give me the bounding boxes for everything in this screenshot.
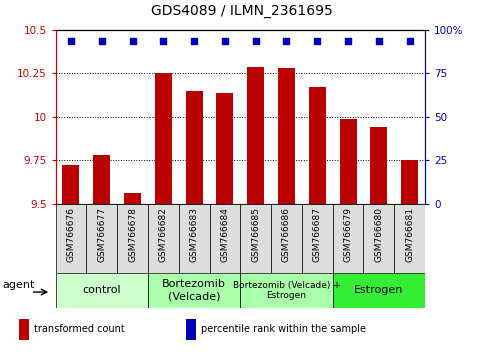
Bar (333, 204, 364, 273)
Text: percentile rank within the sample: percentile rank within the sample (201, 324, 366, 334)
Bar (401, 160, 418, 204)
Bar (148, 204, 179, 273)
Text: GSM766679: GSM766679 (343, 207, 353, 262)
Text: GSM766678: GSM766678 (128, 207, 137, 262)
Bar (247, 67, 264, 204)
Point (313, 39, 321, 44)
Text: GSM766687: GSM766687 (313, 207, 322, 262)
Bar (278, 68, 295, 204)
Bar (56, 273, 148, 308)
Text: GSM766686: GSM766686 (282, 207, 291, 262)
Text: Bortezomib (Velcade) +
Estrogen: Bortezomib (Velcade) + Estrogen (233, 281, 341, 300)
Text: GSM766682: GSM766682 (159, 207, 168, 262)
Bar (340, 119, 356, 204)
Bar (148, 273, 241, 308)
Text: GSM766681: GSM766681 (405, 207, 414, 262)
Bar (271, 204, 302, 273)
Bar (117, 204, 148, 273)
Bar (216, 92, 233, 204)
Bar (210, 204, 240, 273)
Bar (185, 91, 202, 204)
Text: GSM766685: GSM766685 (251, 207, 260, 262)
Bar (309, 87, 326, 204)
Bar (56, 204, 86, 273)
Text: Bortezomib
(Velcade): Bortezomib (Velcade) (162, 279, 226, 301)
Text: GDS4089 / ILMN_2361695: GDS4089 / ILMN_2361695 (151, 4, 332, 18)
Bar (370, 127, 387, 204)
Point (344, 39, 352, 44)
Text: control: control (83, 285, 121, 295)
Bar (86, 204, 117, 273)
Bar (179, 204, 210, 273)
Point (67, 39, 75, 44)
Bar (62, 165, 79, 204)
Point (221, 39, 229, 44)
Bar (364, 204, 394, 273)
Bar (240, 273, 333, 308)
Bar (302, 204, 333, 273)
Bar (186, 319, 196, 340)
Bar (93, 155, 110, 204)
Text: agent: agent (3, 280, 35, 290)
Point (128, 39, 136, 44)
Point (252, 39, 259, 44)
Bar (155, 73, 172, 204)
Bar (240, 204, 271, 273)
Bar (394, 204, 425, 273)
Point (283, 39, 290, 44)
Point (159, 39, 167, 44)
Text: GSM766676: GSM766676 (67, 207, 75, 262)
Text: GSM766677: GSM766677 (97, 207, 106, 262)
Point (190, 39, 198, 44)
Text: GSM766684: GSM766684 (220, 207, 229, 262)
Bar (19, 319, 29, 340)
Text: GSM766680: GSM766680 (374, 207, 384, 262)
Point (406, 39, 413, 44)
Text: transformed count: transformed count (34, 324, 125, 334)
Bar (124, 193, 141, 204)
Text: Estrogen: Estrogen (354, 285, 403, 295)
Point (375, 39, 383, 44)
Point (98, 39, 106, 44)
Text: GSM766683: GSM766683 (190, 207, 199, 262)
Bar (333, 273, 425, 308)
